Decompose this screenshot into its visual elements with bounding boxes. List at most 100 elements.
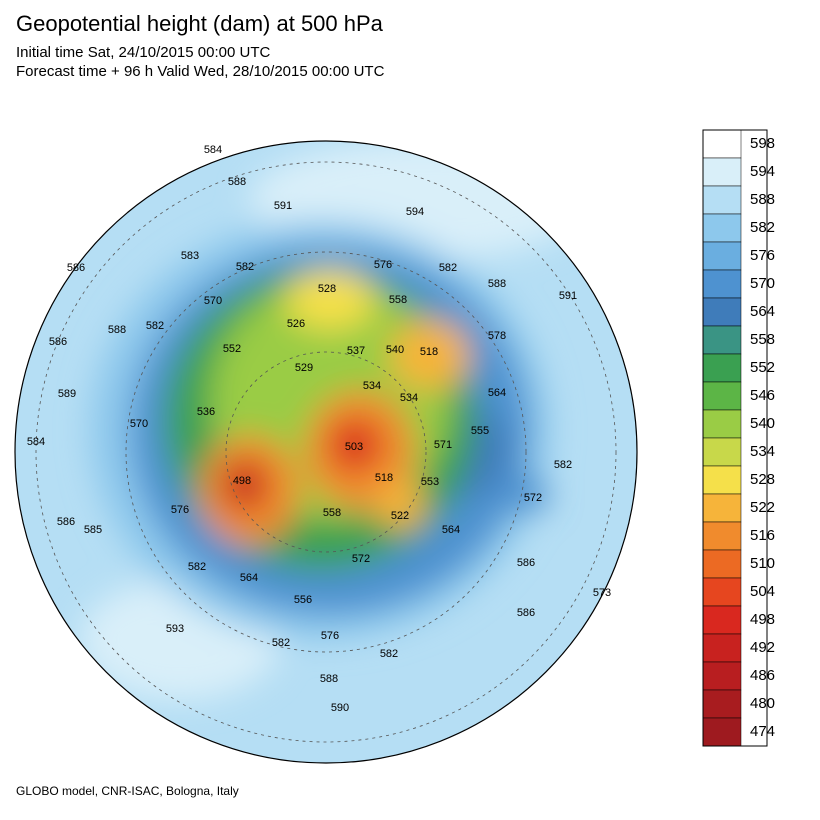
colorbar-swatch xyxy=(702,409,742,439)
contour-label: 572 xyxy=(352,553,370,565)
contour-label: 503 xyxy=(345,441,363,453)
contour-label: 529 xyxy=(295,362,313,374)
colorbar-label: 522 xyxy=(750,499,775,516)
colorbar-swatch xyxy=(702,129,742,159)
contour-label: 552 xyxy=(223,343,241,355)
colorbar-swatch xyxy=(702,213,742,243)
colorbar-label: 480 xyxy=(750,695,775,712)
colorbar-label: 492 xyxy=(750,639,775,656)
colorbar-label: 576 xyxy=(750,247,775,264)
contour-label: 518 xyxy=(420,346,438,358)
contour-label: 534 xyxy=(400,392,418,404)
contour-label: 576 xyxy=(171,504,189,516)
contour-label: 576 xyxy=(321,630,339,642)
contour-label: 588 xyxy=(488,278,506,290)
contour-label: 589 xyxy=(58,388,76,400)
contour-label: 582 xyxy=(188,561,206,573)
colorbar-label: 570 xyxy=(750,275,775,292)
colorbar-swatch xyxy=(702,717,742,747)
colorbar-swatch xyxy=(702,297,742,327)
colorbar-label: 486 xyxy=(750,667,775,684)
contour-label: 558 xyxy=(389,294,407,306)
contour-label: 578 xyxy=(488,330,506,342)
contour-label: 593 xyxy=(166,623,184,635)
colorbar-swatch xyxy=(702,465,742,495)
colorbar-swatch xyxy=(702,157,742,187)
colorbar-label: 534 xyxy=(750,443,775,460)
contour-label: 534 xyxy=(363,380,381,392)
colorbar-swatch xyxy=(702,521,742,551)
contour-label: 582 xyxy=(439,262,457,274)
colorbar-label: 564 xyxy=(750,303,775,320)
contour-label: 553 xyxy=(421,476,439,488)
colorbar-swatch xyxy=(702,661,742,691)
contour-label: 585 xyxy=(84,524,102,536)
colorbar-swatch xyxy=(702,633,742,663)
contour-label: 528 xyxy=(318,283,336,295)
colorbar-label: 558 xyxy=(750,331,775,348)
contour-label: 588 xyxy=(108,324,126,336)
colorbar-swatch xyxy=(702,577,742,607)
colorbar-swatch xyxy=(702,689,742,719)
colorbar-label: 546 xyxy=(750,387,775,404)
colorbar-swatch xyxy=(702,269,742,299)
contour-label: 570 xyxy=(204,295,222,307)
contour-label: 582 xyxy=(380,648,398,660)
colorbar-label: 474 xyxy=(750,723,775,740)
contour-label: 498 xyxy=(233,475,251,487)
colorbar-swatch xyxy=(702,437,742,467)
colorbar-swatch xyxy=(702,549,742,579)
contour-label: 556 xyxy=(294,594,312,606)
contour-label: 572 xyxy=(524,492,542,504)
contour-label: 522 xyxy=(391,510,409,522)
colorbar-label: 552 xyxy=(750,359,775,376)
colorbar-label: 540 xyxy=(750,415,775,432)
colorbar-swatch xyxy=(702,185,742,215)
contour-label: 573 xyxy=(593,587,611,599)
contour-label: 526 xyxy=(287,318,305,330)
colorbar-label: 498 xyxy=(750,611,775,628)
contour-label: 571 xyxy=(434,439,452,451)
colorbar-swatch xyxy=(702,381,742,411)
contour-label: 584 xyxy=(27,436,45,448)
title: Geopotential height (dam) at 500 hPa xyxy=(16,11,384,36)
contour-label: 588 xyxy=(320,673,338,685)
contour-label: 586 xyxy=(517,557,535,569)
forecast-time: Forecast time + 96 h Valid Wed, 28/10/20… xyxy=(16,63,385,80)
contour-label: 586 xyxy=(49,336,67,348)
map xyxy=(15,141,637,763)
contour-label: 570 xyxy=(130,418,148,430)
contour-label: 537 xyxy=(347,345,365,357)
contour-label: 582 xyxy=(272,637,290,649)
colorbar-label: 588 xyxy=(750,191,775,208)
colorbar-swatch xyxy=(702,493,742,523)
contour-label: 591 xyxy=(559,290,577,302)
colorbar-label: 582 xyxy=(750,219,775,236)
contour-label: 564 xyxy=(488,387,506,399)
colorbar-label: 528 xyxy=(750,471,775,488)
colorbar-frame xyxy=(702,129,768,747)
colorbar-swatch xyxy=(702,325,742,355)
contour-label: 582 xyxy=(554,459,572,471)
contour-label: 586 xyxy=(517,607,535,619)
contour-label: 588 xyxy=(228,176,246,188)
colorbar-swatch xyxy=(702,353,742,383)
contour-label: 540 xyxy=(386,344,404,356)
contour-label: 536 xyxy=(197,406,215,418)
contour-label: 591 xyxy=(274,200,292,212)
colorbar-label: 510 xyxy=(750,555,775,572)
contour-label: 564 xyxy=(240,572,258,584)
contour-label: 590 xyxy=(331,702,349,714)
initial-time: Initial time Sat, 24/10/2015 00:00 UTC xyxy=(16,44,270,61)
contour-label: 586 xyxy=(67,262,85,274)
contour-label: 555 xyxy=(471,425,489,437)
colorbar-swatch xyxy=(702,241,742,271)
contour-label: 518 xyxy=(375,472,393,484)
map-border xyxy=(14,140,638,764)
contour-label: 582 xyxy=(236,261,254,273)
contour-label: 586 xyxy=(57,516,75,528)
footer: GLOBO model, CNR-ISAC, Bologna, Italy xyxy=(16,784,239,798)
contour-label: 594 xyxy=(406,206,424,218)
